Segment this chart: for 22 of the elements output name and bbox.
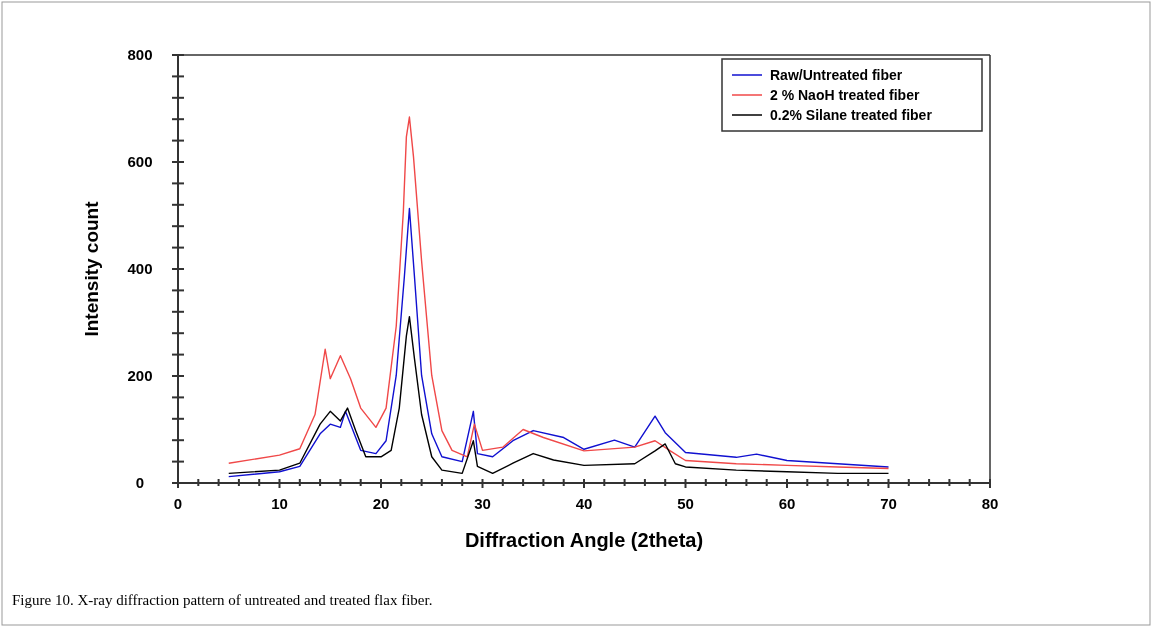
y-tick-label: 400 — [127, 260, 153, 277]
caption: Figure 10. X-ray diffraction pattern of untreated and treated flax fiber. — [12, 592, 433, 608]
y-axis-title: Intensity count — [81, 200, 102, 337]
line-series — [228, 315, 890, 475]
x-tick-label: 50 — [677, 495, 694, 512]
legend-label: Raw/Untreated fiber — [770, 67, 903, 83]
legend-label: 0.2% Silane treated fiber — [770, 107, 933, 123]
x-tick-label: 60 — [778, 495, 796, 512]
x-tick-label: 30 — [474, 495, 491, 512]
x-tick-label: 70 — [880, 495, 897, 512]
line-series — [228, 207, 890, 478]
x-tick-label: 20 — [372, 495, 390, 512]
y-tick-label: 200 — [127, 367, 153, 384]
y-tick-label: 600 — [127, 153, 153, 170]
x-tick-label: 10 — [271, 495, 288, 512]
y-tick-label: 800 — [127, 46, 153, 63]
x-axis-title: Diffraction Angle (2theta) — [464, 529, 704, 551]
legend-label: 2 % NaoH treated fiber — [770, 87, 920, 103]
x-tick-label: 80 — [981, 495, 999, 512]
y-tick-label: 0 — [135, 474, 145, 491]
x-tick-label: 40 — [575, 495, 593, 512]
x-tick-label: 0 — [173, 495, 183, 512]
